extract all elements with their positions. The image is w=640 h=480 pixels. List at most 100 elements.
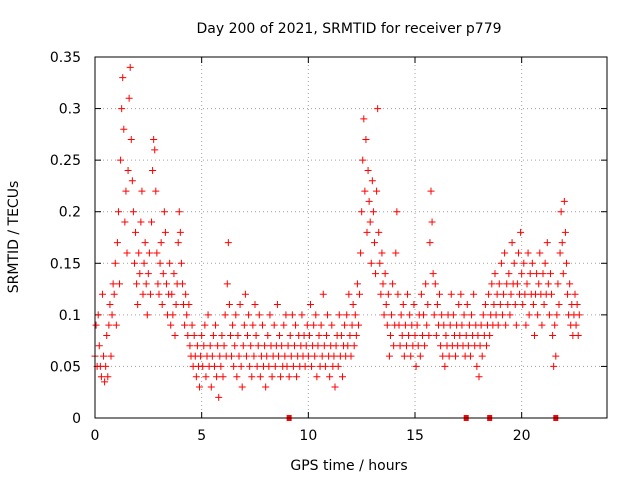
data-point [507,290,515,298]
data-point [449,311,457,319]
data-point [338,373,346,381]
data-point [124,166,132,174]
data-point [304,352,312,360]
y-tick-label: 0.3 [59,102,81,118]
data-point [560,197,568,205]
data-point [186,342,194,350]
data-point [423,321,431,329]
data-point [326,373,334,381]
data-point [167,321,175,329]
data-point [107,352,115,360]
data-point [209,331,217,339]
data-point [146,290,154,298]
data-point [488,280,496,288]
data-point [397,311,405,319]
data-point [228,352,236,360]
grid [95,57,607,418]
data-point [526,270,534,278]
data-point [110,290,118,298]
data-point [536,249,544,257]
data-point [244,331,252,339]
data-point [151,146,159,154]
data-point [199,362,207,370]
data-point [369,208,377,216]
data-point [123,249,131,257]
data-point [524,249,532,257]
data-point [351,311,359,319]
data-point [370,239,378,247]
data-point [538,321,546,329]
x-tick-label: 10 [299,428,317,444]
data-point [505,270,513,278]
data-point [197,352,205,360]
data-point [154,280,162,288]
data-point [555,301,563,309]
data-point [545,311,553,319]
data-point [274,352,282,360]
data-point [225,301,233,309]
data-point [153,249,161,257]
data-point [385,352,393,360]
data-point [104,373,112,381]
x-tick-label: 5 [197,428,206,444]
data-point [375,228,383,236]
data-point [358,208,366,216]
data-point [497,259,505,267]
data-point [143,311,151,319]
data-point [470,290,478,298]
data-point [126,63,134,71]
data-point [128,177,136,185]
data-point [376,259,384,267]
data-point [246,362,254,370]
data-point [574,331,582,339]
data-point [495,280,503,288]
data-point [290,342,298,350]
data-point [314,342,322,350]
data-point [436,290,444,298]
data-point [550,362,558,370]
data-point [101,378,109,386]
data-point [410,301,418,309]
data-point [313,373,321,381]
data-point [398,331,406,339]
data-point [551,321,559,329]
data-point [345,290,353,298]
data-point [141,239,149,247]
data-point [553,311,561,319]
data-point [119,74,127,82]
data-point [479,311,487,319]
data-point [572,321,580,329]
data-point [182,290,190,298]
data-point [282,311,290,319]
data-point [155,290,163,298]
data-point [171,331,179,339]
data-point [460,311,468,319]
data-point [498,311,506,319]
data-point [202,373,210,381]
y-tick-label: 0 [72,411,81,427]
data-point [320,342,328,350]
data-point [508,239,516,247]
data-point [312,311,320,319]
data-point [185,301,193,309]
data-point [188,321,196,329]
data-point [344,342,352,350]
data-point [402,342,410,350]
data-point [298,311,306,319]
data-point [150,136,158,144]
data-point [234,331,242,339]
data-points [91,63,583,401]
data-point [311,352,319,360]
data-point [287,352,295,360]
data-point [523,280,531,288]
data-point [240,321,248,329]
data-point [252,331,260,339]
data-point [573,301,581,309]
data-point [462,331,470,339]
data-point [350,342,358,350]
data-point [319,290,327,298]
data-point [466,352,474,360]
data-point [522,321,530,329]
data-point [170,270,178,278]
data-point [513,280,521,288]
